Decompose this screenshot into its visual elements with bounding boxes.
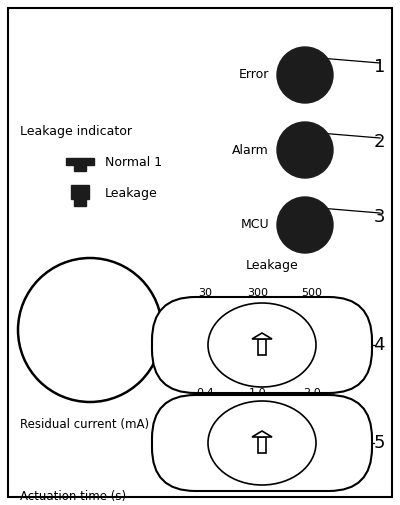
Text: Residual current (mA): Residual current (mA) <box>20 418 149 431</box>
Text: MCU: MCU <box>240 219 269 231</box>
Circle shape <box>277 47 333 103</box>
Bar <box>258 339 266 355</box>
Ellipse shape <box>208 303 316 387</box>
Text: Leakage indicator: Leakage indicator <box>20 125 132 138</box>
Text: 1: 1 <box>374 58 385 76</box>
Bar <box>74 199 86 206</box>
Text: 300: 300 <box>248 288 268 298</box>
Text: Alarm: Alarm <box>232 143 269 157</box>
Text: 0.4: 0.4 <box>196 388 214 398</box>
Circle shape <box>277 122 333 178</box>
Bar <box>74 164 86 171</box>
Text: Leakage: Leakage <box>246 259 298 272</box>
Text: 4: 4 <box>374 336 385 354</box>
Bar <box>66 158 94 165</box>
Text: 2: 2 <box>374 133 385 151</box>
Polygon shape <box>252 431 272 437</box>
Bar <box>258 437 266 453</box>
Text: 5: 5 <box>374 434 385 452</box>
Text: Normal 1: Normal 1 <box>105 157 162 170</box>
Text: Leakage: Leakage <box>105 186 158 199</box>
FancyBboxPatch shape <box>152 297 372 393</box>
Ellipse shape <box>208 401 316 485</box>
Text: 30: 30 <box>198 288 212 298</box>
FancyBboxPatch shape <box>152 395 372 491</box>
Text: Error: Error <box>239 69 269 81</box>
Text: 2.0: 2.0 <box>303 388 321 398</box>
Circle shape <box>18 258 162 402</box>
Bar <box>71 185 89 199</box>
Polygon shape <box>252 333 272 339</box>
Text: 3: 3 <box>374 208 385 226</box>
Text: Actuation time (s): Actuation time (s) <box>20 490 126 503</box>
Circle shape <box>277 197 333 253</box>
Text: 500: 500 <box>302 288 322 298</box>
Text: 1.0: 1.0 <box>249 388 267 398</box>
